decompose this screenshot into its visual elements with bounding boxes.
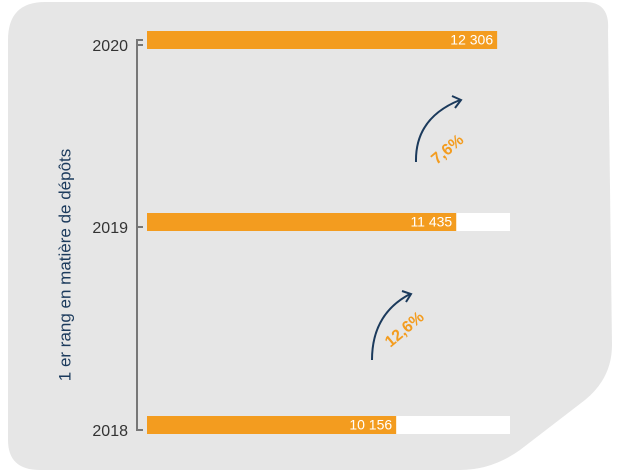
y-tick-label: 2020: [92, 38, 128, 55]
y-tick-label: 2018: [92, 423, 128, 440]
bar: [147, 31, 498, 49]
y-axis-label: 1 er rang en matière de dépôts: [55, 149, 74, 381]
value-label: 11 435: [410, 214, 452, 230]
bar: [147, 416, 397, 434]
value-label: 10 156: [349, 417, 392, 433]
y-tick-label: 2019: [92, 220, 128, 237]
arrow: [371, 95, 463, 361]
bar: [147, 213, 457, 231]
background: [8, 2, 612, 470]
value-label: 12 306: [450, 32, 493, 48]
